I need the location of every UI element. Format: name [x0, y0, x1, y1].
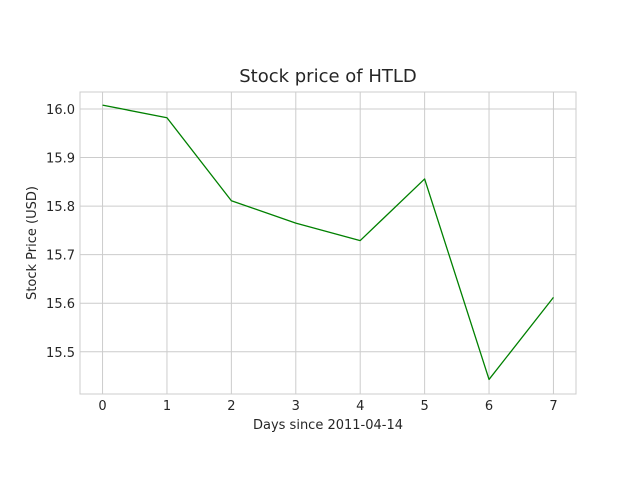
- x-tick-label: 1: [163, 399, 171, 414]
- x-tick-label: 3: [292, 399, 300, 414]
- x-tick-label: 6: [485, 399, 493, 414]
- y-tick-label: 15.5: [46, 346, 75, 361]
- grid: [80, 92, 576, 394]
- y-tick-label: 15.7: [46, 249, 75, 264]
- plot-frame: [79, 91, 577, 395]
- y-tick-label: 15.6: [46, 297, 75, 312]
- x-axis-label: Days since 2011-04-14: [253, 418, 403, 433]
- y-axis-label: Stock Price (USD): [25, 186, 40, 300]
- plot-area: [79, 91, 577, 395]
- y-tick-label: 15.9: [46, 152, 75, 167]
- x-tick-label: 7: [549, 399, 557, 414]
- series-line: [102, 104, 554, 381]
- x-axis-ticks: 0 1 2 3 4 5 6 7: [98, 399, 557, 414]
- x-tick-label: 2: [227, 399, 235, 414]
- x-tick-label: 0: [98, 399, 106, 414]
- y-tick-label: 15.8: [46, 200, 75, 215]
- y-tick-label: 16.0: [46, 103, 75, 118]
- x-tick-label: 5: [420, 399, 428, 414]
- series-layer: [102, 104, 554, 381]
- y-axis-ticks: 15.5 15.6 15.7 15.8 15.9 16.0: [46, 103, 75, 361]
- chart-title: Stock price of HTLD: [239, 66, 417, 87]
- x-tick-label: 4: [356, 399, 364, 414]
